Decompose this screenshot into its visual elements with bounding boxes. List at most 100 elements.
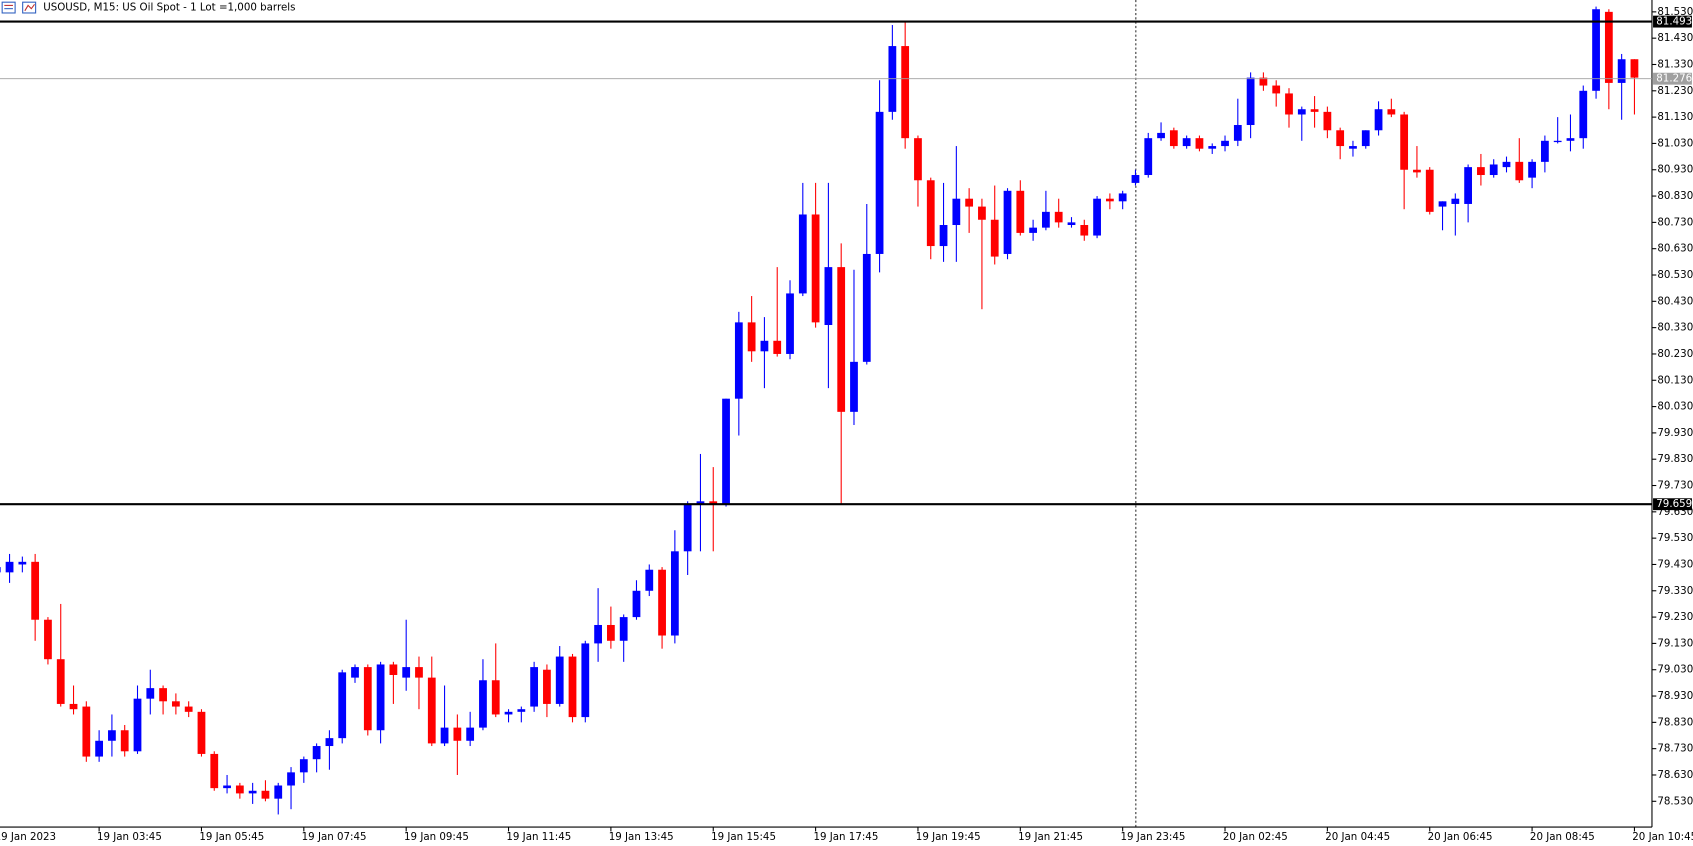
candle-body [1233, 125, 1242, 141]
y-tick-label: 79.930 [1657, 427, 1693, 439]
y-tick-label: 80.130 [1657, 374, 1693, 386]
candle-body [376, 664, 385, 731]
candle-body [235, 785, 244, 794]
candle-body [619, 617, 628, 641]
x-tick-label: 20 Jan 06:45 [1428, 831, 1493, 843]
candle-body [1016, 190, 1025, 233]
x-tick-label: 19 Jan 09:45 [404, 831, 469, 843]
y-tick-label: 80.430 [1657, 295, 1693, 307]
candle-body [722, 398, 730, 504]
candle-body [683, 503, 692, 552]
candle-body [69, 703, 78, 710]
candle-body [171, 701, 180, 707]
candle-body [1566, 138, 1575, 141]
candle-body [1604, 11, 1613, 83]
candle-body [287, 772, 295, 786]
candle-body [1310, 109, 1319, 112]
y-tick-label: 80.630 [1657, 243, 1693, 255]
x-tick-label: 19 Jan 19:45 [916, 831, 981, 843]
candle-body [274, 785, 283, 799]
x-tick-label: 20 Jan 04:45 [1325, 831, 1390, 843]
candle-body [363, 667, 372, 731]
candle-body [197, 711, 206, 754]
x-tick-label: 19 Jan 2023 [0, 831, 56, 843]
candle-body [658, 569, 666, 636]
candle-body [696, 501, 705, 504]
candle-body [44, 619, 52, 660]
candle-body [926, 180, 935, 247]
candle-body [312, 746, 321, 760]
candle-body [594, 624, 602, 644]
x-tick-label: 19 Jan 15:45 [711, 831, 776, 843]
candle-body [1144, 138, 1153, 176]
candle-body [1054, 211, 1063, 223]
candle-body [1451, 198, 1460, 204]
candle-body [1400, 114, 1409, 170]
candle-body [530, 667, 539, 707]
y-tick-label: 79.830 [1657, 453, 1693, 465]
candle-body [1528, 161, 1536, 178]
candle-body [709, 501, 718, 504]
candle-body [786, 293, 794, 354]
candle-body [18, 561, 27, 565]
candle-body [1336, 130, 1345, 147]
candle-body [1540, 140, 1549, 162]
candle-body [133, 698, 142, 752]
y-tick-label: 81.530 [1657, 6, 1693, 18]
candle-body [0, 567, 1, 573]
candle-body [1617, 59, 1626, 83]
candle-body [5, 561, 14, 573]
x-tick-label: 20 Jan 02:45 [1223, 831, 1288, 843]
candle-body [223, 785, 231, 789]
x-tick-label: 19 Jan 21:45 [1018, 831, 1083, 843]
x-tick-label: 19 Jan 17:45 [813, 831, 878, 843]
candle-body [1630, 59, 1639, 78]
y-tick-label: 79.230 [1657, 611, 1693, 623]
candle-body [939, 225, 948, 247]
y-tick-label: 79.330 [1657, 585, 1693, 597]
y-tick-label: 80.530 [1657, 269, 1693, 281]
candle-body [261, 790, 270, 799]
level-line-label: 79.659 [1656, 498, 1692, 510]
y-tick-label: 81.030 [1657, 137, 1693, 149]
candle-body [248, 790, 257, 794]
candle-body [82, 706, 91, 757]
candle-body [1029, 227, 1037, 233]
candle-body [1489, 164, 1498, 176]
candle-body [862, 253, 871, 362]
candle-body [607, 624, 615, 641]
candle-body [1195, 138, 1204, 149]
y-tick-label: 78.530 [1657, 795, 1693, 807]
candle-body [1553, 140, 1562, 143]
candle-body [108, 730, 116, 741]
y-tick-label: 78.730 [1657, 743, 1693, 755]
candle-body [1118, 193, 1127, 202]
candle-body [1438, 201, 1447, 207]
candle-body [210, 753, 219, 789]
candle-body [325, 738, 334, 747]
candle-body [159, 688, 167, 702]
bid-line-label: 81.276 [1656, 73, 1692, 85]
y-tick-label: 78.630 [1657, 769, 1693, 781]
candle-body [1477, 167, 1485, 176]
y-tick-label: 81.230 [1657, 85, 1693, 97]
candle-body [1169, 130, 1178, 147]
candle-body [56, 659, 65, 704]
candle-body [824, 267, 833, 326]
candle-body [415, 667, 423, 678]
y-tick-label: 80.230 [1657, 348, 1693, 360]
candle-body [811, 214, 820, 323]
candle-body [978, 206, 986, 220]
y-tick-label: 80.830 [1657, 190, 1693, 202]
candle-body [95, 740, 104, 757]
candle-body [747, 322, 756, 352]
icon [1, 1, 16, 14]
candle-body [440, 727, 449, 744]
candle-body [1297, 109, 1306, 115]
candle-body [1515, 161, 1524, 181]
icon [24, 4, 35, 12]
candle-body [555, 656, 564, 704]
candle-body [1208, 146, 1217, 149]
y-tick-label: 78.930 [1657, 690, 1693, 702]
